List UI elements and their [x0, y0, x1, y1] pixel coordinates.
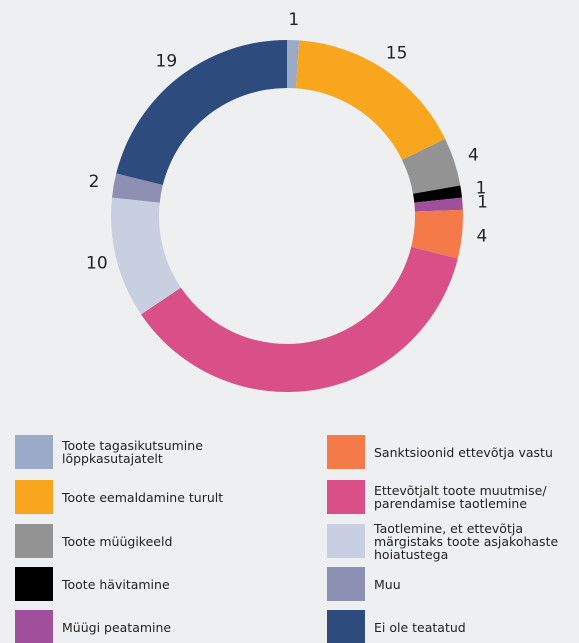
- legend-item: Toote hävitamine: [15, 565, 305, 603]
- legend-swatch: [15, 524, 53, 558]
- legend-swatch: [327, 610, 365, 643]
- legend-item: Müügi peatamine: [15, 608, 305, 643]
- legend-swatch: [15, 610, 53, 643]
- legend-swatch: [327, 480, 365, 514]
- donut-slice: [287, 40, 300, 89]
- legend-item: Taotlemine, et ettevõtja märgistaks toot…: [327, 520, 572, 562]
- value-label: 1: [477, 192, 488, 212]
- donut-slice: [413, 185, 463, 203]
- value-label: 4: [468, 145, 479, 165]
- chart: 11541143310219: [86, 10, 488, 400]
- legend-label: Sanktsioonid ettevõtja vastu: [374, 444, 553, 460]
- value-label: 4: [477, 226, 488, 246]
- legend-swatch: [15, 480, 53, 514]
- donut-slice: [402, 138, 461, 194]
- legend-label: Toote müügikeeld: [62, 533, 173, 549]
- value-label: 10: [86, 253, 108, 273]
- legend-item: Ettevõtjalt toote muutmise/ parendamise …: [327, 478, 572, 516]
- legend-swatch: [327, 567, 365, 601]
- legend-item: Sanktsioonid ettevõtja vastu: [327, 433, 572, 471]
- donut-slice: [141, 246, 458, 393]
- legend-label: Ei ole teatatud: [374, 619, 466, 635]
- donut-slice: [414, 197, 463, 212]
- legend-label: Toote tagasikutsumine lõppkasutajatelt: [62, 438, 203, 466]
- donut-slice: [111, 173, 163, 203]
- legend-label: Muu: [374, 576, 401, 592]
- donut-slice: [111, 197, 181, 315]
- legend-label: Müügi peatamine: [62, 619, 172, 635]
- legend-swatch: [15, 567, 53, 601]
- value-label: 1: [288, 10, 299, 30]
- legend-item: Toote eemaldamine turult: [15, 478, 305, 516]
- value-label: 15: [386, 44, 408, 64]
- value-label: 1: [476, 179, 487, 199]
- legend-item: Toote tagasikutsumine lõppkasutajatelt: [15, 433, 305, 471]
- legend-item: Muu: [327, 565, 572, 603]
- legend-label: Toote eemaldamine turult: [62, 489, 224, 505]
- legend-label: Taotlemine, et ettevõtja märgistaks toot…: [374, 520, 559, 562]
- legend-item: Toote müügikeeld: [15, 522, 305, 560]
- legend-swatch: [327, 435, 365, 469]
- value-label: 2: [89, 172, 100, 192]
- legend-label: Toote hävitamine: [62, 576, 170, 592]
- donut-slice: [116, 40, 287, 186]
- value-label: 19: [156, 52, 178, 72]
- legend-item: Ei ole teatatud: [327, 608, 572, 643]
- legend-swatch: [15, 435, 53, 469]
- donut-slice: [295, 40, 446, 160]
- legend-swatch: [327, 524, 365, 558]
- donut-slice: [411, 209, 464, 259]
- legend-label: Ettevõtjalt toote muutmise/ parendamise …: [374, 483, 547, 511]
- value-label: 33: [310, 399, 332, 400]
